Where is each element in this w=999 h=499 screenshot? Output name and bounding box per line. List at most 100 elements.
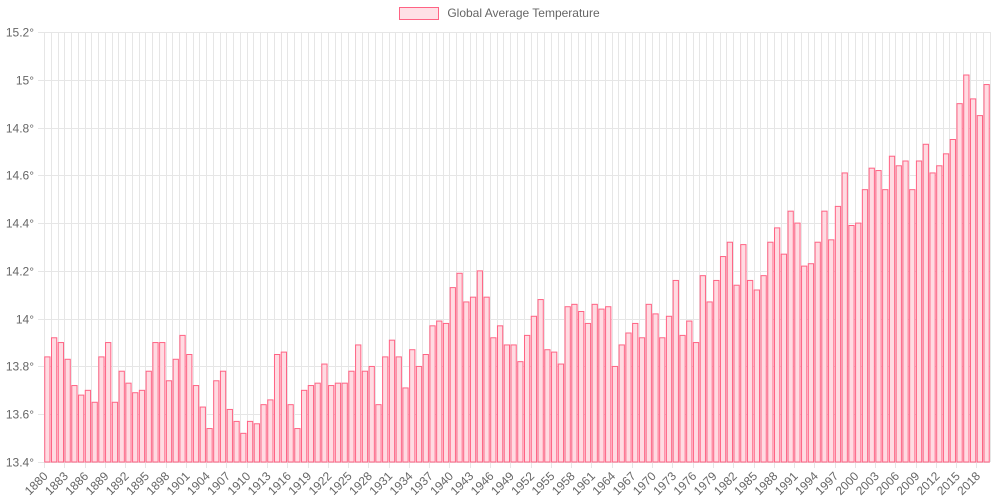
- bar-2001[interactable]: [861, 189, 869, 463]
- bar-1930[interactable]: [382, 356, 389, 463]
- bar-1927[interactable]: [361, 370, 369, 463]
- bar-1950[interactable]: [517, 361, 524, 463]
- bar-1906[interactable]: [219, 370, 227, 463]
- bar-1884[interactable]: [71, 385, 78, 463]
- bar-1924[interactable]: [341, 382, 348, 463]
- legend[interactable]: Global Average Temperature: [0, 6, 999, 20]
- bar-1974[interactable]: [679, 334, 686, 463]
- bar-1954[interactable]: [544, 349, 551, 463]
- bar-1935[interactable]: [415, 365, 423, 463]
- bar-1893[interactable]: [132, 392, 139, 463]
- bar-1977[interactable]: [699, 275, 706, 463]
- bar-1958[interactable]: [571, 303, 578, 463]
- bar-1959[interactable]: [578, 311, 585, 463]
- bar-1931[interactable]: [388, 339, 396, 463]
- bar-1985[interactable]: [753, 289, 761, 463]
- bar-1909[interactable]: [240, 432, 247, 463]
- bar-1984[interactable]: [746, 279, 754, 463]
- bar-1980[interactable]: [719, 256, 727, 463]
- bar-1908[interactable]: [233, 420, 240, 463]
- bar-1888[interactable]: [98, 356, 105, 463]
- bar-1957[interactable]: [564, 306, 571, 463]
- bar-2016[interactable]: [963, 74, 970, 463]
- bar-1937[interactable]: [429, 325, 436, 463]
- bar-2008[interactable]: [909, 189, 916, 463]
- bar-2000[interactable]: [855, 222, 862, 463]
- bar-2004[interactable]: [882, 189, 889, 463]
- bar-1967[interactable]: [632, 322, 639, 463]
- bar-2007[interactable]: [902, 160, 909, 463]
- bar-1972[interactable]: [665, 315, 673, 463]
- bar-1938[interactable]: [436, 320, 443, 463]
- bar-1881[interactable]: [51, 337, 58, 463]
- bar-1886[interactable]: [84, 389, 92, 463]
- bar-1970[interactable]: [652, 313, 659, 463]
- bar-1929[interactable]: [375, 404, 382, 463]
- bar-1993[interactable]: [807, 263, 815, 463]
- bar-1899[interactable]: [172, 358, 179, 463]
- bar-1969[interactable]: [645, 303, 652, 463]
- bar-1940[interactable]: [449, 287, 456, 463]
- bar-1913[interactable]: [267, 399, 274, 463]
- bar-1890[interactable]: [111, 401, 119, 463]
- bar-1939[interactable]: [442, 322, 450, 463]
- bar-1973[interactable]: [672, 279, 679, 463]
- bar-1948[interactable]: [503, 344, 510, 463]
- bar-1910[interactable]: [246, 420, 254, 463]
- bar-1966[interactable]: [625, 332, 632, 463]
- bar-1912[interactable]: [260, 404, 267, 463]
- bar-1991[interactable]: [794, 222, 801, 463]
- bar-2006[interactable]: [895, 165, 902, 463]
- bar-1896[interactable]: [152, 342, 159, 463]
- bar-1956[interactable]: [557, 363, 565, 463]
- bar-1962[interactable]: [598, 308, 605, 463]
- bar-1882[interactable]: [57, 342, 65, 463]
- bar-1947[interactable]: [496, 325, 504, 463]
- bar-1905[interactable]: [213, 380, 220, 463]
- bar-1932[interactable]: [395, 356, 402, 463]
- bar-1942[interactable]: [463, 301, 470, 463]
- bar-1997[interactable]: [834, 205, 842, 463]
- bar-1963[interactable]: [605, 306, 612, 463]
- bar-2014[interactable]: [949, 139, 956, 463]
- bar-2013[interactable]: [942, 153, 950, 463]
- bar-1975[interactable]: [686, 320, 693, 463]
- bar-2003[interactable]: [875, 170, 882, 463]
- bar-1891[interactable]: [118, 370, 125, 463]
- bar-2010[interactable]: [922, 143, 929, 463]
- bar-1983[interactable]: [740, 244, 747, 463]
- bar-1914[interactable]: [273, 354, 281, 463]
- bar-2017[interactable]: [969, 98, 977, 463]
- bar-2002[interactable]: [868, 167, 875, 463]
- bar-1941[interactable]: [456, 272, 463, 463]
- bar-1978[interactable]: [706, 301, 713, 463]
- bar-1964[interactable]: [611, 365, 619, 463]
- bar-1943[interactable]: [469, 296, 477, 463]
- bar-1880[interactable]: [44, 356, 51, 463]
- bar-1901[interactable]: [186, 354, 193, 463]
- bar-1949[interactable]: [510, 344, 517, 463]
- bar-1981[interactable]: [726, 241, 733, 463]
- bar-1955[interactable]: [551, 351, 558, 463]
- bar-1928[interactable]: [368, 365, 375, 463]
- bar-1992[interactable]: [801, 265, 808, 463]
- bar-1971[interactable]: [659, 337, 666, 463]
- bar-1904[interactable]: [206, 428, 213, 463]
- bar-1961[interactable]: [591, 303, 598, 463]
- bar-1883[interactable]: [64, 358, 71, 463]
- bar-1960[interactable]: [584, 322, 592, 463]
- bar-1996[interactable]: [828, 239, 835, 463]
- bar-1979[interactable]: [713, 279, 720, 463]
- bar-1885[interactable]: [78, 394, 85, 463]
- bar-1916[interactable]: [287, 404, 294, 463]
- bar-1898[interactable]: [165, 380, 173, 463]
- bar-1887[interactable]: [91, 401, 98, 463]
- bar-2005[interactable]: [888, 155, 896, 463]
- bar-1976[interactable]: [692, 342, 700, 463]
- bar-1953[interactable]: [537, 299, 544, 463]
- bar-1933[interactable]: [402, 387, 409, 463]
- bar-2015[interactable]: [956, 103, 963, 463]
- bar-1889[interactable]: [105, 342, 112, 463]
- bar-1892[interactable]: [125, 382, 132, 463]
- bar-2018[interactable]: [976, 115, 983, 463]
